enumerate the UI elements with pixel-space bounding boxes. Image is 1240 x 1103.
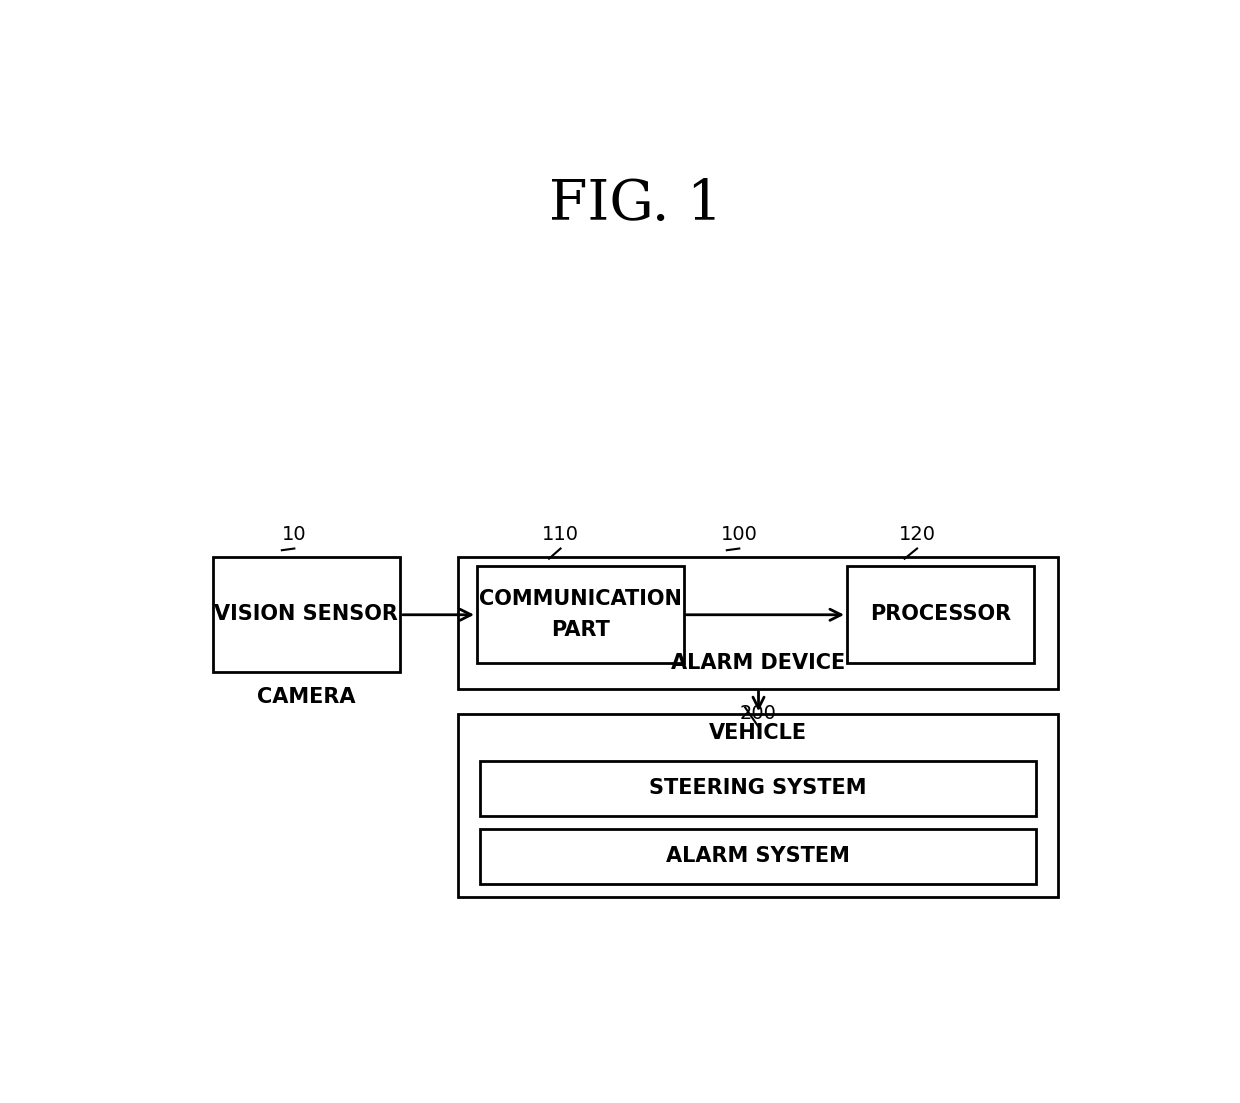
Text: 120: 120 bbox=[899, 525, 935, 544]
Text: VISION SENSOR: VISION SENSOR bbox=[215, 604, 398, 624]
Text: COMMUNICATION: COMMUNICATION bbox=[479, 589, 682, 609]
Text: CAMERA: CAMERA bbox=[257, 687, 356, 707]
Text: VEHICLE: VEHICLE bbox=[709, 722, 807, 742]
Text: FIG. 1: FIG. 1 bbox=[549, 178, 722, 232]
FancyBboxPatch shape bbox=[458, 557, 1058, 688]
Text: PROCESSOR: PROCESSOR bbox=[870, 604, 1011, 624]
FancyBboxPatch shape bbox=[480, 828, 1037, 884]
Text: ALARM DEVICE: ALARM DEVICE bbox=[671, 653, 846, 673]
Text: 100: 100 bbox=[720, 525, 758, 544]
Text: 110: 110 bbox=[542, 525, 579, 544]
FancyBboxPatch shape bbox=[477, 566, 683, 663]
Text: 200: 200 bbox=[740, 704, 777, 722]
FancyBboxPatch shape bbox=[847, 566, 1034, 663]
FancyBboxPatch shape bbox=[458, 714, 1058, 897]
Text: 10: 10 bbox=[281, 525, 306, 544]
FancyBboxPatch shape bbox=[480, 761, 1037, 816]
Text: ALARM SYSTEM: ALARM SYSTEM bbox=[666, 846, 849, 866]
FancyBboxPatch shape bbox=[213, 557, 401, 672]
Text: PART: PART bbox=[551, 620, 610, 640]
Text: STEERING SYSTEM: STEERING SYSTEM bbox=[650, 779, 867, 799]
